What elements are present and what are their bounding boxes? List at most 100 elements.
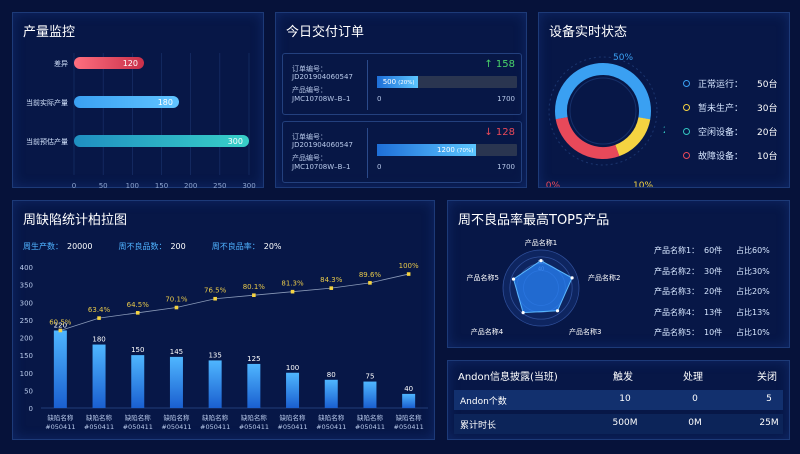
- product-name: 产品名称5：: [654, 328, 700, 337]
- cumulative-point: [213, 296, 217, 301]
- category-label-line1: 缺陷名称: [202, 413, 229, 422]
- legend-value: 10台: [757, 151, 778, 162]
- cumulative-label: 84.3%: [320, 276, 343, 284]
- card-divider: [367, 60, 368, 110]
- radar-axis-label: 产品名称2: [588, 273, 620, 282]
- y-tick-label: 350: [20, 282, 33, 290]
- order-card: 订单编号： JD201904060547 产品编号： JMC10708W–B–1 ↑ 1…: [282, 53, 522, 115]
- panel-title: 产量监控: [23, 25, 76, 40]
- bar-category-label: 当前实际产量: [26, 98, 68, 107]
- andon-row: 累计时长 500M 0M 25M: [454, 414, 783, 434]
- production-panel: 产量监控 0 50 100 150 200 250 300 差异 120 当前实际产量 180 当前预…: [12, 12, 264, 189]
- bar-value-label: 145: [170, 348, 183, 356]
- andon-panel: Andon信息披露(当班) 触发 处理 关闭 Andon个数 10 0 5 累计时长 500M 0M…: [447, 360, 790, 440]
- category-label-line2: #050411: [123, 423, 153, 431]
- legend-value: 20台: [757, 127, 778, 138]
- legend-item: 暂未生产： 30台: [683, 95, 777, 119]
- segment-idle-production: [555, 63, 651, 159]
- arrow-down-icon: ↓: [484, 127, 496, 138]
- defect-bar: [286, 372, 300, 408]
- category-label-line1: 缺陷名称: [396, 413, 423, 422]
- trend-value: 158: [495, 59, 515, 70]
- andon-row-label: Andon个数: [460, 397, 507, 407]
- stat-label: 周不良品数：: [118, 242, 167, 251]
- cumulative-line: [60, 273, 409, 331]
- defect-bar: [324, 379, 338, 408]
- bar: [74, 96, 179, 108]
- category-label-line1: 缺陷名称: [318, 413, 345, 422]
- bar: [74, 135, 249, 147]
- andon-row: Andon个数 10 0 5: [454, 390, 783, 410]
- bar-value-label: 75: [365, 373, 374, 381]
- category-label-line1: 缺陷名称: [47, 413, 74, 422]
- production-bar-chart: 0 50 100 150 200 250 300 差异 120 当前实际产量 180 当前预估产量 30…: [26, 53, 256, 189]
- stat-item: 周不良品率： 20%: [212, 241, 282, 252]
- radar-point: [570, 276, 574, 280]
- panel-title: 今日交付订单: [286, 25, 365, 40]
- legend-marker-icon: [683, 151, 690, 159]
- legend-label: 空闲设备：: [698, 127, 744, 138]
- pareto-chart: 050100150200250300350400220缺陷名称#05041118…: [20, 262, 428, 431]
- defect-bar: [402, 393, 416, 408]
- donut-outer-ring: [548, 56, 658, 166]
- radar-chart: 5040产品名称1产品名称2产品名称3产品名称4产品名称5: [467, 238, 621, 336]
- bar: [74, 57, 144, 69]
- defect-count: 10件: [704, 328, 723, 337]
- progress-fill: 500 (20%): [377, 76, 418, 88]
- defect-count: 60件: [704, 246, 723, 255]
- cumulative-label: 64.5%: [127, 301, 150, 309]
- radar-axis-label: 产品名称5: [467, 273, 499, 282]
- andon-cell: 0: [692, 394, 698, 404]
- radar-axis-label: 产品名称4: [471, 327, 504, 336]
- cumulative-label: 70.1%: [165, 296, 188, 304]
- category-label-line2: #050411: [45, 423, 75, 431]
- legend-value: 30台: [757, 103, 778, 114]
- andon-cell: 500M: [612, 418, 638, 428]
- defect-count: 30件: [704, 266, 723, 276]
- andon-cell: 10: [619, 394, 631, 404]
- product-name: 产品名称4：: [654, 307, 700, 317]
- x-tick-label: 250: [213, 182, 226, 189]
- stat-value: 20000: [67, 242, 93, 251]
- product-label: 产品编号：: [292, 86, 327, 94]
- y-tick-label: 100: [20, 370, 33, 378]
- cumulative-point: [97, 316, 101, 320]
- defect-share: 占比20%: [736, 287, 770, 296]
- cumulative-label: 63.4%: [88, 306, 111, 314]
- panel-title: 周缺陷统计柏拉图: [23, 213, 128, 228]
- category-label-line2: #050411: [200, 423, 230, 431]
- trend-value: 128: [495, 127, 515, 138]
- legend-marker-icon: [683, 127, 690, 135]
- cumulative-label: 76.5%: [204, 287, 227, 295]
- y-tick-label: 250: [20, 317, 33, 325]
- bar-value-label: 125: [247, 355, 260, 363]
- cumulative-label: 100%: [399, 262, 419, 270]
- progress-max: 1700: [497, 95, 515, 103]
- progress-fill: 1200 (70%): [377, 144, 477, 156]
- progress-value: 500: [382, 78, 397, 86]
- legend-label: 正常运行：: [698, 79, 744, 90]
- product-number: JMC10708W–B–1: [292, 95, 351, 103]
- donut-percent-label: 50%: [613, 53, 633, 63]
- defect-bar: [53, 330, 67, 408]
- top5-list-item: 产品名称1： 60件 占比60%: [654, 245, 770, 266]
- card-divider: [367, 128, 368, 178]
- andon-column-header: 触发: [613, 372, 633, 383]
- product-name: 产品名称1：: [654, 246, 700, 255]
- order-label: 订单编号：: [292, 133, 327, 141]
- legend-label: 暂未生产：: [698, 103, 744, 114]
- order-number: JD201904060547: [292, 73, 353, 81]
- product-name: 产品名称2：: [654, 266, 700, 276]
- legend-item: 空闲设备： 20台: [683, 119, 777, 143]
- bar-category-label: 差异: [54, 59, 68, 68]
- donut-percent-label: 10%: [633, 181, 653, 187]
- defect-share: 占比60%: [736, 246, 770, 255]
- legend-marker-icon: [683, 103, 690, 111]
- progress-min: 0: [377, 95, 382, 103]
- andon-column-header: 关闭: [757, 372, 777, 383]
- defect-bar: [247, 363, 261, 408]
- x-tick-label: 0: [72, 182, 76, 189]
- andon-cell: 25M: [759, 418, 779, 428]
